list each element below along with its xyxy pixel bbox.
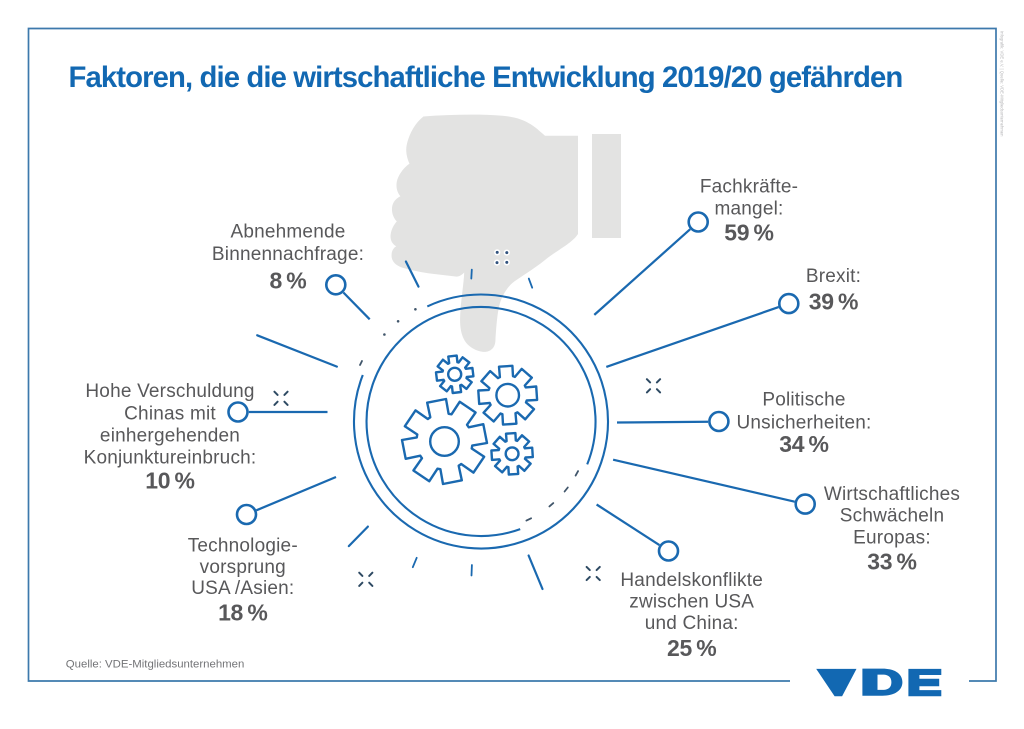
svg-text:34 %: 34 % (779, 431, 828, 457)
svg-text:Europas:: Europas: (853, 528, 931, 549)
svg-text:Wirtschaftliches: Wirtschaftliches (824, 484, 960, 505)
svg-text:USA /Asien:: USA /Asien: (191, 578, 294, 599)
svg-text:18 %: 18 % (218, 600, 267, 626)
svg-text:59 %: 59 % (724, 219, 773, 245)
svg-text:Politische: Politische (762, 389, 845, 410)
svg-text:mangel:: mangel: (715, 198, 784, 219)
svg-text:Chinas mit: Chinas mit (124, 403, 216, 424)
svg-text:Abnehmende: Abnehmende (230, 222, 345, 243)
svg-text:39 %: 39 % (809, 289, 858, 315)
svg-text:33 %: 33 % (867, 548, 916, 574)
svg-text:8 %: 8 % (270, 268, 307, 294)
svg-text:Faktoren, die die wirtschaftli: Faktoren, die die wirtschaftliche Entwic… (69, 61, 903, 94)
svg-text:Handelskonflikte: Handelskonflikte (620, 570, 763, 591)
svg-text:Brexit:: Brexit: (806, 266, 861, 287)
svg-text:einhergehenden: einhergehenden (100, 426, 240, 447)
svg-text:Infografik: VDE e.V. | Quelle:: Infografik: VDE e.V. | Quelle: VDE-Mitgl… (1000, 31, 1005, 137)
svg-text:Konjunktureinbruch:: Konjunktureinbruch: (84, 448, 257, 469)
svg-text:Binnennachfrage:: Binnennachfrage: (212, 244, 364, 265)
svg-text:Fachkräfte-: Fachkräfte- (700, 177, 798, 198)
svg-text:zwischen USA: zwischen USA (629, 592, 754, 613)
svg-text:Quelle: VDE-Mitgliedsunternehm: Quelle: VDE-Mitgliedsunternehmen (66, 659, 245, 671)
svg-text:Schwächeln: Schwächeln (840, 506, 944, 527)
svg-text:Hohe Verschuldung: Hohe Verschuldung (85, 381, 254, 402)
svg-text:Technologie-: Technologie- (188, 536, 298, 557)
svg-text:10 %: 10 % (145, 467, 194, 493)
svg-text:25 %: 25 % (667, 635, 716, 661)
svg-text:vorsprung: vorsprung (200, 557, 286, 578)
svg-text:und China:: und China: (645, 613, 739, 634)
